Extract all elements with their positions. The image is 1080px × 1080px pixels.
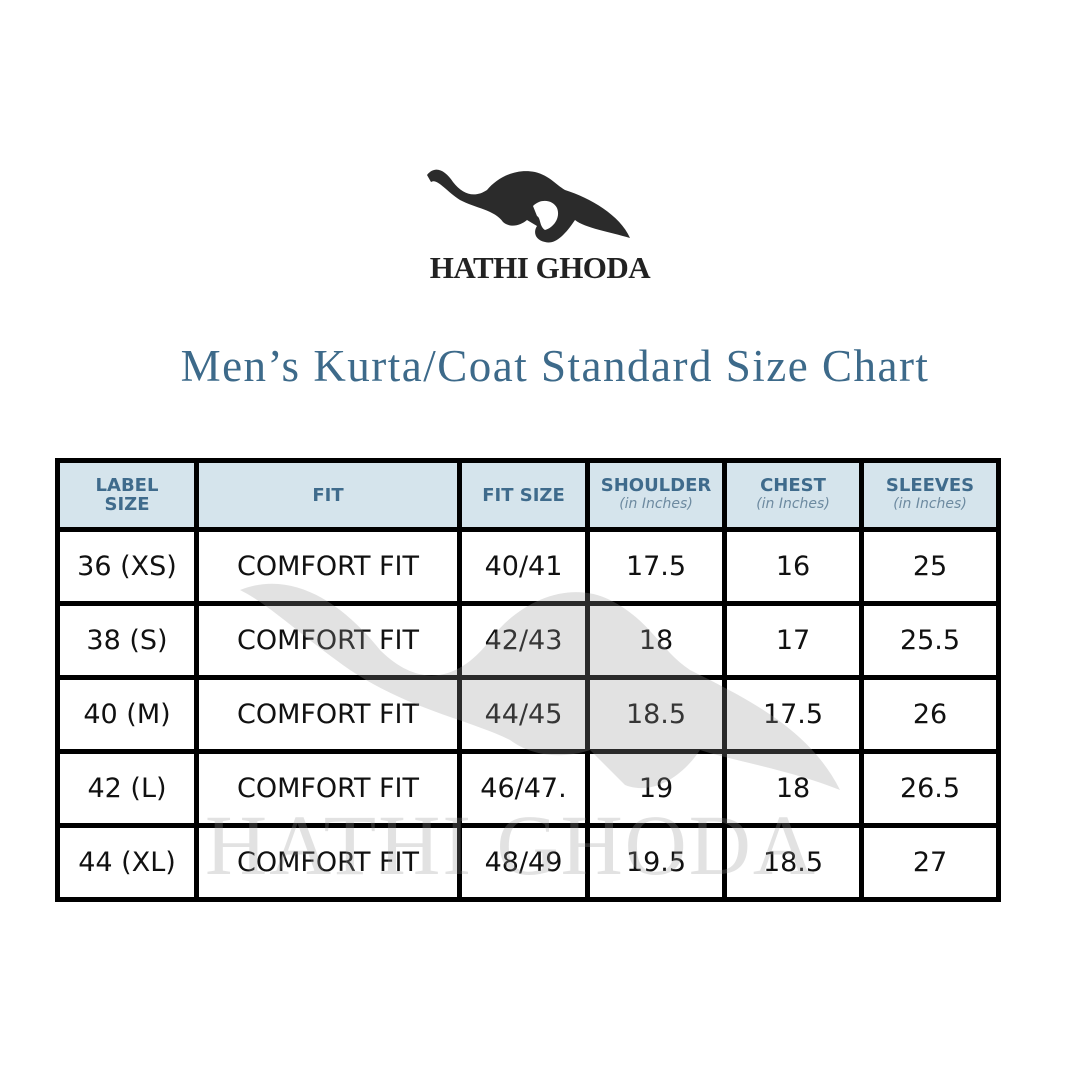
table-row: 42 (L) COMFORT FIT 46/47. 19 18 26.5 (55, 749, 1001, 828)
cell-sleeves: 25 (859, 527, 1001, 606)
cell-chest: 17.5 (722, 675, 864, 754)
cell-label-size: 38 (S) (55, 601, 199, 680)
cell-label-size: 42 (L) (55, 749, 199, 828)
cell-label-size: 44 (XL) (55, 823, 199, 902)
brand-logo (400, 160, 650, 290)
cell-shoulder: 19.5 (585, 823, 727, 902)
cell-shoulder: 17.5 (585, 527, 727, 606)
cell-sleeves: 26.5 (859, 749, 1001, 828)
cell-shoulder: 18 (585, 601, 727, 680)
table-row: 38 (S) COMFORT FIT 42/43 18 17 25.5 (55, 601, 1001, 680)
cell-fit-size: 40/41 (457, 527, 590, 606)
cell-sleeves: 25.5 (859, 601, 1001, 680)
cell-shoulder: 18.5 (585, 675, 727, 754)
cell-label-size: 36 (XS) (55, 527, 199, 606)
page-title: Men’s Kurta/Coat Standard Size Chart (180, 341, 930, 391)
header-sleeves: SLEEVES (in Inches) (859, 458, 1001, 532)
cell-chest: 18.5 (722, 823, 864, 902)
brand-name: HATHI GHODA (429, 250, 651, 285)
cell-shoulder: 19 (585, 749, 727, 828)
cell-fit: COMFORT FIT (194, 601, 462, 680)
cell-sleeves: 27 (859, 823, 1001, 902)
cell-fit-size: 42/43 (457, 601, 590, 680)
cell-fit-size: 48/49 (457, 823, 590, 902)
table-row: 36 (XS) COMFORT FIT 40/41 17.5 16 25 (55, 527, 1001, 606)
cell-chest: 16 (722, 527, 864, 606)
elephant-horse-logo-icon (427, 169, 630, 243)
header-chest: CHEST (in Inches) (722, 458, 864, 532)
cell-fit: COMFORT FIT (194, 823, 462, 902)
header-fit-size: FIT SIZE (457, 458, 590, 532)
cell-fit: COMFORT FIT (194, 675, 462, 754)
header-label-size: LABEL SIZE (55, 458, 199, 532)
cell-fit-size: 46/47. (457, 749, 590, 828)
header-shoulder: SHOULDER (in Inches) (585, 458, 727, 532)
table-header-row: LABEL SIZE FIT FIT SIZE SHOULDER (in Inch… (55, 458, 1001, 532)
cell-fit-size: 44/45 (457, 675, 590, 754)
cell-chest: 17 (722, 601, 864, 680)
cell-fit: COMFORT FIT (194, 527, 462, 606)
cell-fit: COMFORT FIT (194, 749, 462, 828)
cell-label-size: 40 (M) (55, 675, 199, 754)
cell-chest: 18 (722, 749, 864, 828)
table-row: 44 (XL) COMFORT FIT 48/49 19.5 18.5 27 (55, 823, 1001, 902)
cell-sleeves: 26 (859, 675, 1001, 754)
table-row: 40 (M) COMFORT FIT 44/45 18.5 17.5 26 (55, 675, 1001, 754)
header-fit: FIT (194, 458, 462, 532)
size-chart-table: LABEL SIZE FIT FIT SIZE SHOULDER (in Inch… (55, 458, 1001, 902)
